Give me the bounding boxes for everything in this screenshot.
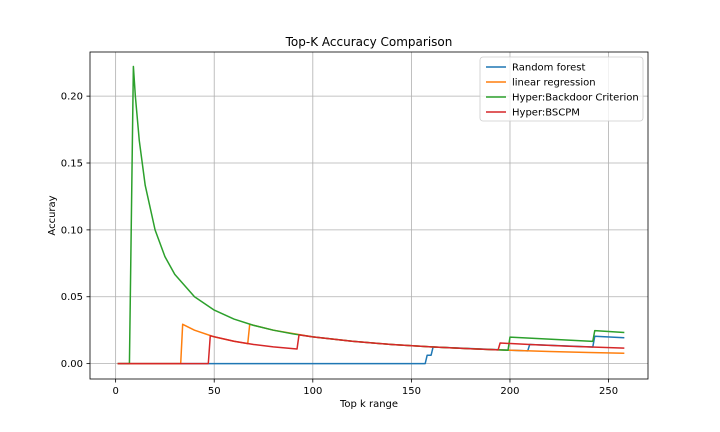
x-tick-label: 250 bbox=[599, 386, 618, 397]
chart-title: Top-K Accuracy Comparison bbox=[285, 35, 453, 49]
x-tick-label: 100 bbox=[303, 386, 322, 397]
legend-label-3: Hyper:BSCPM bbox=[512, 108, 580, 119]
y-tick-label: 0.10 bbox=[61, 225, 83, 236]
y-tick-label: 0.05 bbox=[61, 292, 83, 303]
axis-ticks: 0 50 100 150 200 250 0.00 0.05 0.10 0.15 0.20 bbox=[61, 92, 618, 397]
x-tick-label: 0 bbox=[112, 386, 118, 397]
plot-frame bbox=[89, 51, 649, 380]
legend-box bbox=[479, 56, 644, 122]
y-tick-label: 0.00 bbox=[61, 359, 83, 370]
legend: Random forest linear regression Hyper:Back… bbox=[479, 56, 644, 122]
series-line-3 bbox=[117, 334, 625, 365]
series-line-1 bbox=[117, 323, 625, 365]
y-tick-label: 0.15 bbox=[61, 159, 83, 170]
series-line-2 bbox=[117, 65, 625, 365]
x-tick-label: 150 bbox=[402, 386, 421, 397]
x-tick-label: 200 bbox=[500, 386, 519, 397]
series-layer bbox=[117, 65, 625, 365]
x-tick-label: 50 bbox=[208, 386, 221, 397]
y-axis-label: Accuray bbox=[47, 195, 58, 235]
y-tick-label: 0.20 bbox=[61, 92, 83, 103]
legend-label-0: Random forest bbox=[512, 63, 585, 74]
series-line-0 bbox=[117, 335, 625, 365]
x-axis-label: Top k range bbox=[339, 399, 398, 410]
legend-label-2: Hyper:Backdoor Criterion bbox=[512, 93, 639, 104]
legend-label-1: linear regression bbox=[512, 78, 596, 89]
